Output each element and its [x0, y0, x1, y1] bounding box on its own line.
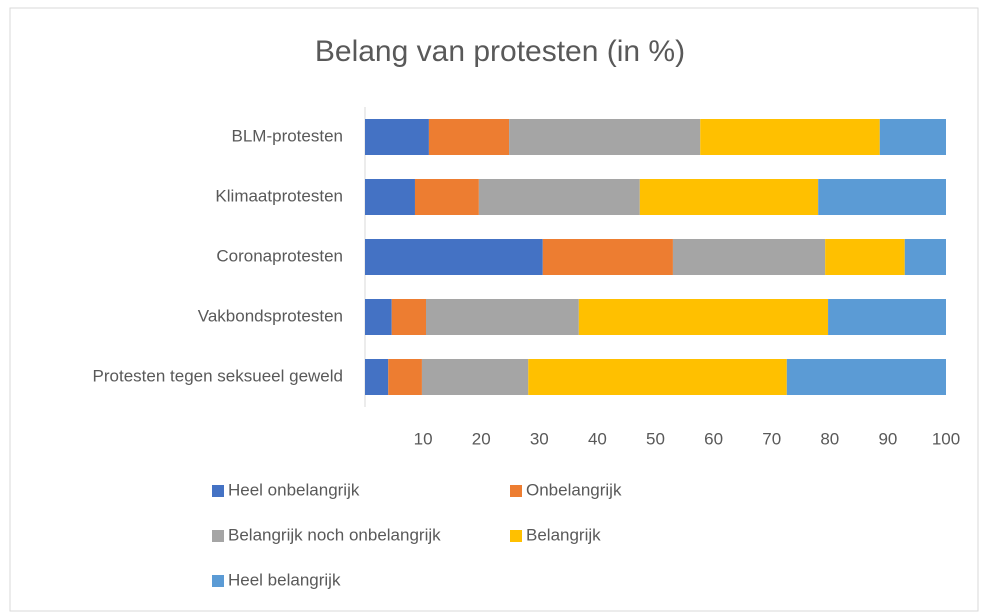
bar-segment [786, 359, 946, 395]
bar-segment [414, 179, 479, 215]
bar-segment [528, 359, 787, 395]
bar-segment [828, 299, 946, 335]
y-tick-label: BLM-protesten [232, 126, 344, 145]
bar-segment [365, 299, 392, 335]
legend-label: Belangrijk noch onbelangrijk [228, 525, 441, 544]
bar-segment [879, 119, 946, 155]
bar-segment [391, 299, 427, 335]
x-tick-label: 50 [646, 429, 665, 448]
y-tick-label: Klimaatprotesten [215, 186, 343, 205]
x-tick-label: 40 [588, 429, 607, 448]
chart-title: Belang van protesten (in %) [315, 35, 685, 68]
x-tick-label: 90 [878, 429, 897, 448]
legend-swatch [212, 575, 224, 587]
bar-segment [509, 119, 701, 155]
y-tick-label: Vakbondsprotesten [198, 306, 343, 325]
bar-segment [672, 239, 826, 275]
bar-segment [578, 299, 829, 335]
bar-segment [365, 359, 389, 395]
x-tick-label: 20 [472, 429, 491, 448]
x-tick-label: 80 [820, 429, 839, 448]
bar-segment [904, 239, 946, 275]
bar-segment [818, 179, 946, 215]
x-tick-label: 100 [932, 429, 960, 448]
y-tick-label: Coronaprotesten [216, 246, 343, 265]
legend-label: Onbelangrijk [526, 480, 622, 499]
legend-swatch [510, 485, 522, 497]
bar-segment [478, 179, 640, 215]
bar-segment [365, 239, 543, 275]
legend-label: Heel belangrijk [228, 570, 341, 589]
bar-segment [388, 359, 422, 395]
bar-segment [428, 119, 510, 155]
bar-segment [421, 359, 529, 395]
bar-segment [365, 119, 429, 155]
bar-segment [542, 239, 673, 275]
x-tick-label: 30 [530, 429, 549, 448]
bar-segment [426, 299, 579, 335]
y-tick-label: Protesten tegen seksueel geweld [93, 366, 343, 385]
bar-segment [825, 239, 905, 275]
x-tick-label: 60 [704, 429, 723, 448]
legend-swatch [212, 485, 224, 497]
bar-segment [365, 179, 415, 215]
x-tick-label: 10 [414, 429, 433, 448]
bar-segment [700, 119, 880, 155]
legend-swatch [212, 530, 224, 542]
legend-label: Belangrijk [526, 525, 601, 544]
x-tick-label: 70 [762, 429, 781, 448]
legend-swatch [510, 530, 522, 542]
legend-label: Heel onbelangrijk [228, 480, 360, 499]
bar-segment [639, 179, 819, 215]
